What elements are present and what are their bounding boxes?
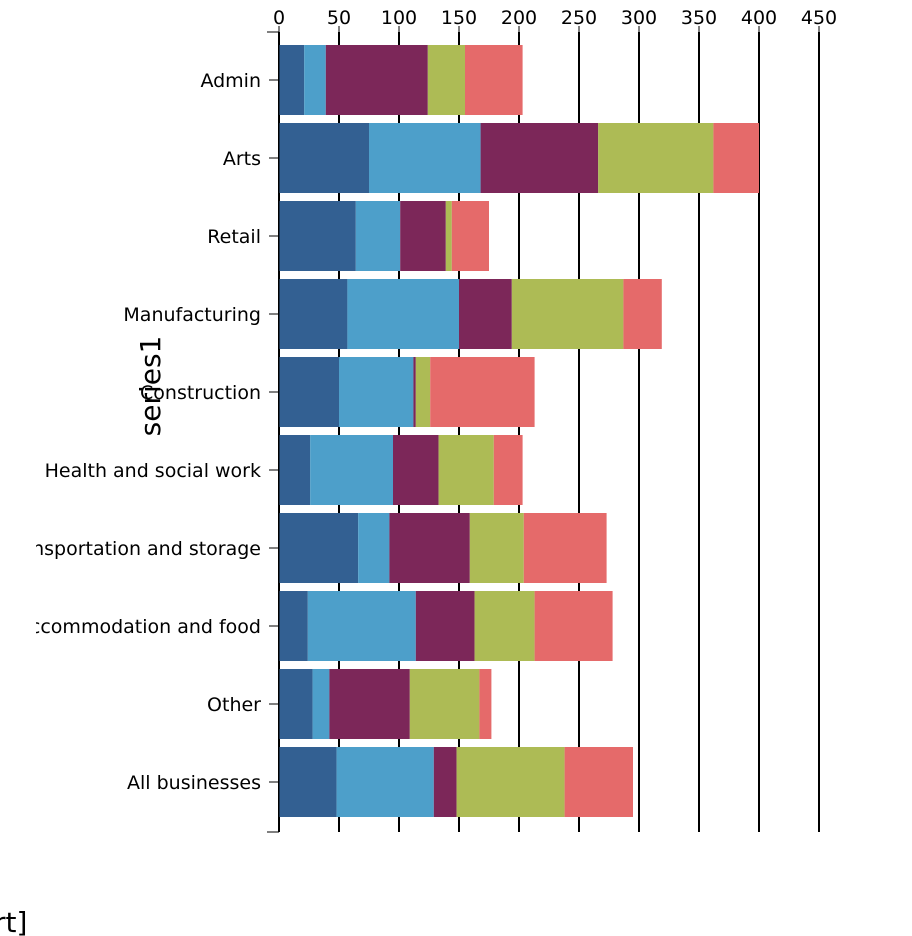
category-label: All businesses bbox=[127, 772, 261, 794]
y-axis-label: series1 bbox=[134, 336, 167, 437]
category-label: Construction bbox=[140, 382, 261, 404]
category-labels: Admin Arts Retail Manufacturing Construction… bbox=[3, 70, 261, 794]
category-label: Health and social work bbox=[45, 460, 261, 482]
bar-seg2 bbox=[310, 435, 393, 505]
bar-seg1 bbox=[279, 201, 356, 271]
x-tick-label: 150 bbox=[441, 7, 477, 29]
bar-seg5 bbox=[451, 201, 489, 271]
axes: 0 50 100 150 200 250 300 350 400 450 Admin Arts Reta… bbox=[3, 7, 837, 833]
category-label: Retail bbox=[207, 226, 261, 248]
bar-seg5 bbox=[465, 45, 523, 115]
bar-seg3 bbox=[433, 747, 457, 817]
bar-seg1 bbox=[279, 591, 308, 661]
bar-seg4 bbox=[456, 747, 565, 817]
bar-seg5 bbox=[430, 357, 535, 427]
bar-seg5 bbox=[623, 279, 662, 349]
x-tick-label: 0 bbox=[273, 7, 285, 29]
bar-seg2 bbox=[304, 45, 326, 115]
x-tick-label: 300 bbox=[621, 7, 657, 29]
category-label: Admin bbox=[200, 70, 261, 92]
bar-seg3 bbox=[329, 669, 410, 739]
category-label: Accommodation and food bbox=[17, 616, 261, 638]
bar-seg3 bbox=[415, 591, 475, 661]
x-tick-label: 50 bbox=[327, 7, 351, 29]
bar-seg2 bbox=[336, 747, 434, 817]
bar-seg2 bbox=[358, 513, 390, 583]
bar-seg3 bbox=[325, 45, 428, 115]
bar-seg5 bbox=[564, 747, 633, 817]
bar-seg3 bbox=[393, 435, 439, 505]
bar-seg5 bbox=[713, 123, 759, 193]
bar-seg1 bbox=[279, 435, 311, 505]
bar-seg4 bbox=[474, 591, 535, 661]
bar-seg4 bbox=[427, 45, 465, 115]
bar-seg4 bbox=[415, 357, 431, 427]
bar-seg3 bbox=[389, 513, 470, 583]
bar-seg4 bbox=[445, 201, 452, 271]
bar-seg3 bbox=[400, 201, 446, 271]
bar-seg1 bbox=[279, 357, 339, 427]
bars bbox=[279, 45, 759, 817]
footer-text: rt] bbox=[0, 906, 27, 936]
bar-seg4 bbox=[511, 279, 624, 349]
bar-seg3 bbox=[413, 357, 416, 427]
bar-seg5 bbox=[534, 591, 613, 661]
bar-seg5 bbox=[493, 435, 523, 505]
bar-seg4 bbox=[469, 513, 524, 583]
bar-seg2 bbox=[339, 357, 414, 427]
bar-seg5 bbox=[523, 513, 607, 583]
bar-seg4 bbox=[409, 669, 480, 739]
x-tick-label: 450 bbox=[801, 7, 837, 29]
x-tick-label: 350 bbox=[681, 7, 717, 29]
x-tick-label: 200 bbox=[501, 7, 537, 29]
category-label: Manufacturing bbox=[123, 304, 261, 326]
bar-seg5 bbox=[479, 669, 492, 739]
bar-seg1 bbox=[279, 279, 348, 349]
category-label: Arts bbox=[223, 148, 261, 170]
x-tick-label: 250 bbox=[561, 7, 597, 29]
bar-seg2 bbox=[307, 591, 416, 661]
bar-seg1 bbox=[279, 123, 369, 193]
bar-seg1 bbox=[279, 513, 359, 583]
bar-seg2 bbox=[312, 669, 330, 739]
x-tick-label: 100 bbox=[381, 7, 417, 29]
category-label: Transportation and storage bbox=[3, 538, 261, 560]
bar-seg2 bbox=[369, 123, 481, 193]
bar-seg2 bbox=[355, 201, 401, 271]
bar-seg1 bbox=[279, 669, 313, 739]
category-label: Other bbox=[207, 694, 261, 716]
bar-seg1 bbox=[279, 747, 337, 817]
bar-seg3 bbox=[480, 123, 599, 193]
bar-seg1 bbox=[279, 45, 305, 115]
bar-seg3 bbox=[459, 279, 512, 349]
bar-seg4 bbox=[438, 435, 494, 505]
x-tick-label: 400 bbox=[741, 7, 777, 29]
bar-seg2 bbox=[347, 279, 459, 349]
bar-seg4 bbox=[598, 123, 714, 193]
